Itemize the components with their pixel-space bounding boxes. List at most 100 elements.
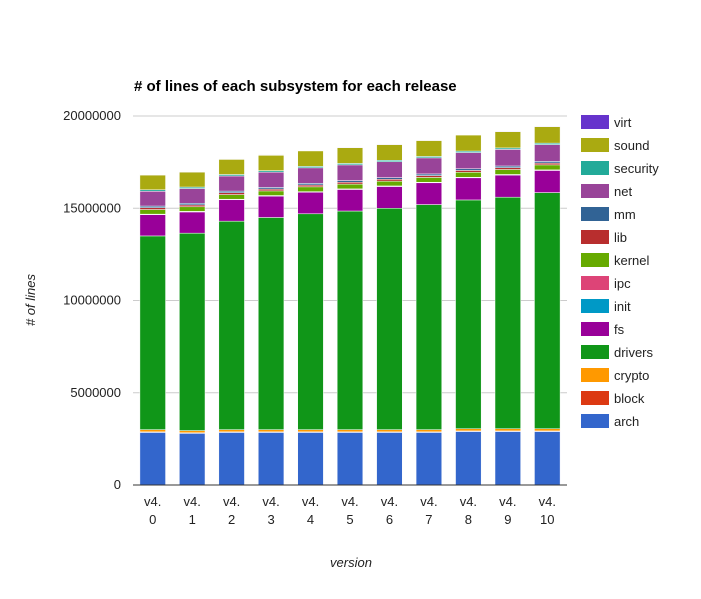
bar-segment-kernel — [376, 180, 403, 187]
bar-segment-arch — [534, 431, 561, 486]
bars — [139, 126, 561, 486]
x-tick-label: v4. — [460, 494, 477, 509]
bar-segment-crypto — [258, 429, 285, 433]
x-axis-ticks: v4. 0 v4. 1 v4. 2 v4. 3 v4. 4 v4. 5 v4. 6 v4. 7 v4. 8 v4. 9… — [144, 494, 556, 527]
bar-segment-fs — [218, 199, 245, 222]
legend-label-crypto: crypto — [614, 368, 649, 383]
x-tick-label: v4. — [341, 494, 358, 509]
legend-swatch-init — [581, 299, 609, 313]
legend-swatch-net — [581, 184, 609, 198]
bar-segment-lib — [494, 167, 521, 170]
legend-label-kernel: kernel — [614, 253, 650, 268]
bar-segment-fs — [139, 214, 166, 237]
bar-segment-crypto — [297, 429, 324, 433]
y-axis-ticks: 0 5000000 10000000 15000000 20000000 — [63, 108, 121, 492]
legend-label-fs: fs — [614, 322, 625, 337]
legend-label-sound: sound — [614, 138, 649, 153]
bar-segment-kernel — [534, 164, 561, 171]
legend-swatch-kernel — [581, 253, 609, 267]
legend-swatch-ipc — [581, 276, 609, 290]
x-axis-title: version — [330, 555, 372, 570]
bar-segment-net — [258, 171, 285, 188]
bar-segment-lib — [534, 162, 561, 166]
bar-segment-crypto — [336, 429, 364, 433]
legend-label-drivers: drivers — [614, 345, 654, 360]
bar-segment-arch — [415, 432, 442, 486]
x-tick-label: v4. — [223, 494, 240, 509]
bar-segment-drivers — [179, 232, 206, 431]
bar-segment-net — [179, 188, 206, 204]
bar-segment-lib — [336, 181, 364, 185]
legend-swatch-arch — [581, 414, 609, 428]
bar-segment-drivers — [534, 192, 561, 429]
bar-segment-net — [376, 161, 403, 178]
bar-segment-fs — [376, 186, 403, 209]
y-tick-label: 15000000 — [63, 200, 121, 215]
legend: virt sound security net mm lib kernel ipc init fs… — [581, 115, 659, 429]
bar-segment-arch — [258, 432, 285, 486]
legend-label-virt: virt — [614, 115, 632, 130]
bar-segment-crypto — [139, 429, 166, 433]
legend-swatch-lib — [581, 230, 609, 244]
x-tick-label: v4. — [184, 494, 201, 509]
bar-segment-drivers — [494, 196, 521, 429]
bar-segment-drivers — [455, 199, 482, 429]
x-tick-label: 0 — [149, 512, 156, 527]
bar-segment-lib — [376, 179, 403, 182]
bar-segment-kernel — [455, 172, 482, 178]
bar-segment-sound — [258, 155, 285, 171]
bar-segment-sound — [297, 150, 324, 167]
x-tick-label: 5 — [346, 512, 353, 527]
x-tick-label: 6 — [386, 512, 393, 527]
bar-segment-sound — [218, 159, 245, 175]
x-tick-label: 1 — [189, 512, 196, 527]
x-tick-label: v4. — [381, 494, 398, 509]
bar-segment-sound — [455, 134, 482, 152]
bar-segment-arch — [218, 432, 245, 486]
bar-segment-net — [415, 157, 442, 175]
x-tick-label: 9 — [504, 512, 511, 527]
bar-segment-fs — [258, 195, 285, 218]
y-axis-title: # of lines — [23, 273, 38, 326]
bar-segment-fs — [455, 177, 482, 201]
bar-segment-net — [494, 149, 521, 167]
bar-segment-net — [455, 152, 482, 170]
legend-label-block: block — [614, 391, 645, 406]
bar-segment-arch — [376, 432, 403, 486]
y-tick-label: 5000000 — [70, 385, 121, 400]
bar-segment-lib — [179, 204, 206, 208]
legend-swatch-crypto — [581, 368, 609, 382]
bar-segment-crypto — [376, 429, 403, 433]
bar-segment-kernel — [179, 206, 206, 212]
x-tick-label: 7 — [425, 512, 432, 527]
bar-segment-kernel — [494, 169, 521, 175]
bar-segment-fs — [534, 170, 561, 193]
bar-segment-kernel — [336, 183, 364, 190]
legend-swatch-block — [581, 391, 609, 405]
legend-swatch-mm — [581, 207, 609, 221]
bar-segment-mm — [494, 165, 521, 168]
legend-label-lib: lib — [614, 230, 627, 245]
bar-segment-arch — [494, 431, 521, 486]
bar-segment-lib — [258, 188, 285, 192]
legend-swatch-sound — [581, 138, 609, 152]
bar-segment-sound — [376, 144, 403, 161]
y-tick-label: 0 — [114, 477, 121, 492]
bar-segment-net — [336, 164, 364, 181]
bar-segment-arch — [179, 433, 206, 486]
x-tick-label: v4. — [144, 494, 161, 509]
bar-segment-drivers — [415, 204, 442, 430]
x-tick-label: v4. — [499, 494, 516, 509]
bar-segment-crypto — [455, 428, 482, 432]
legend-label-mm: mm — [614, 207, 636, 222]
bar-segment-crypto — [179, 430, 206, 434]
bar-segment-lib — [218, 192, 245, 195]
bar-segment-drivers — [336, 210, 364, 430]
x-tick-label: 2 — [228, 512, 235, 527]
bar-segment-net — [297, 167, 324, 184]
x-tick-label: v4. — [539, 494, 556, 509]
bar-segment-drivers — [139, 235, 166, 430]
bar-segment-kernel — [258, 190, 285, 196]
bar-segment-sound — [415, 140, 442, 157]
